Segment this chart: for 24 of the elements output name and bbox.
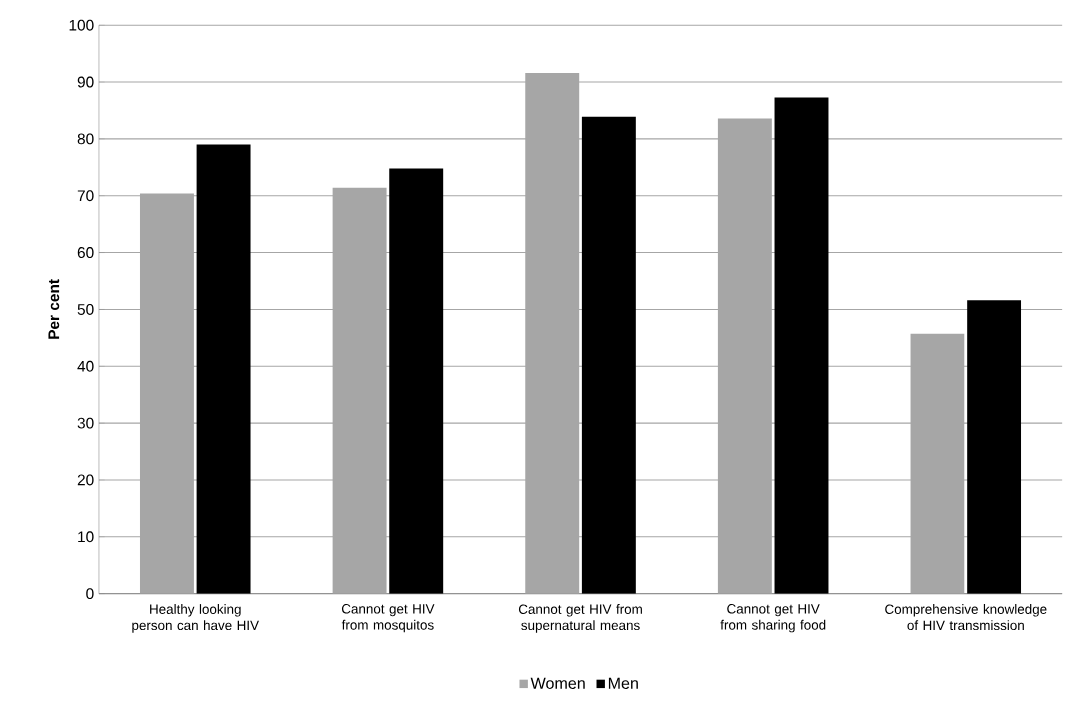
y-tick-label: 30: [77, 417, 94, 429]
x-tick-label: Cannot get HIV from mosquitos: [341, 604, 435, 633]
y-tick-label: 20: [77, 474, 94, 486]
y-tick-label: 0: [86, 588, 94, 600]
y-axis-title: Per cent: [48, 279, 60, 339]
legend-label: Women: [530, 677, 585, 690]
bar: [967, 300, 1022, 594]
bar: [389, 168, 444, 594]
y-tick-label: 50: [77, 304, 94, 315]
x-tick-label: Healthy looking person can have HIV: [132, 604, 259, 633]
bar: [581, 116, 636, 594]
legend-label: Men: [608, 677, 638, 690]
y-tick-label: 40: [77, 360, 94, 372]
y-tick-label: 70: [77, 190, 94, 202]
y-tick-label: 60: [77, 247, 94, 259]
y-tick-label: 90: [77, 76, 94, 88]
x-tick-label: Comprehensive knowledge of HIV transmission: [885, 604, 1047, 631]
x-tick-label: Cannot get HIV from sharing food: [720, 604, 826, 633]
y-tick-label: 100: [69, 19, 94, 31]
y-tick-label: 10: [78, 531, 94, 543]
bar: [774, 97, 829, 594]
y-tick-label: 80: [77, 133, 94, 145]
x-tick-label: Cannot get HIV from supernatural means: [518, 604, 642, 633]
bar: [196, 144, 251, 594]
